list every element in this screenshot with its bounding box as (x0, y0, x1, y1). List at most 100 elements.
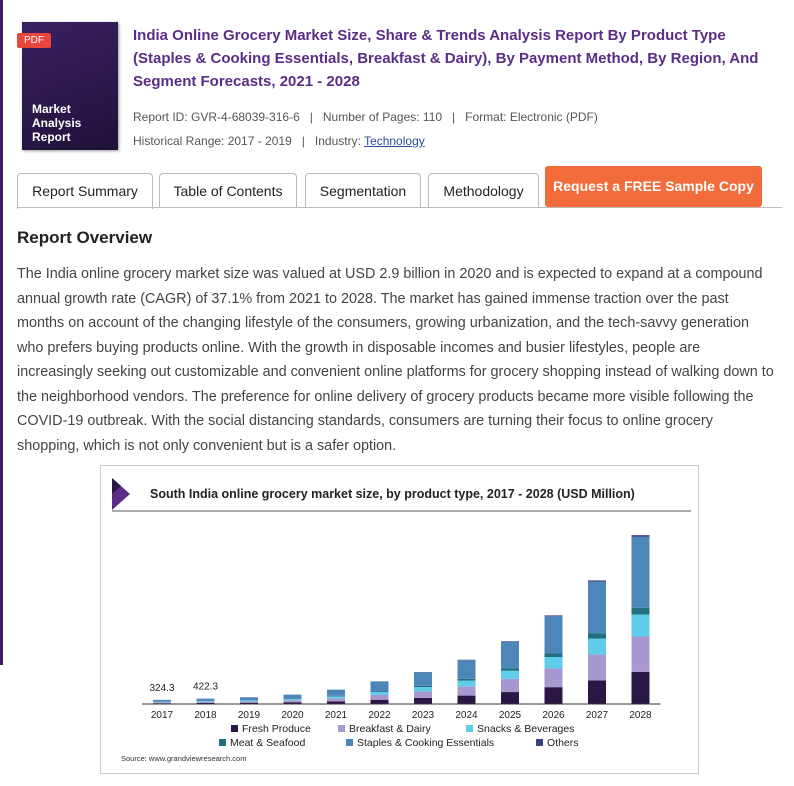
bar-segment (631, 607, 650, 615)
overview-text: The India online grocery market size was… (17, 266, 774, 454)
bar-segment (544, 687, 563, 704)
bar-segment (588, 680, 606, 704)
bar-segment (196, 701, 215, 703)
historical: Historical Range: 2017 - 2019 | Industry… (133, 134, 365, 148)
bar-segment (457, 680, 476, 687)
legend-label: Others (547, 737, 579, 749)
bar-segment (501, 641, 519, 669)
report-meta: Historical Range: 2017 - 2019 | Industry… (133, 134, 425, 148)
total-label: 324.3 (149, 683, 174, 694)
bar-segment (327, 698, 345, 702)
chart: South India online grocery market size, … (112, 478, 691, 763)
bar-segment (283, 702, 302, 704)
legend-swatch (536, 739, 543, 746)
bar-segment (588, 580, 606, 582)
legend-swatch (219, 739, 226, 746)
bar-segment (370, 691, 389, 693)
bar-segment (544, 668, 563, 688)
bar-segment (283, 699, 302, 701)
bar-segment (457, 660, 476, 679)
bar-segment (370, 699, 389, 704)
bar-segment (588, 638, 606, 655)
bar-segment (414, 691, 432, 698)
bar-segment (544, 615, 563, 617)
bar-segment (501, 670, 519, 679)
x-tick-label: 2028 (629, 710, 652, 721)
total-label: 422.3 (193, 682, 218, 693)
legend-swatch (338, 725, 345, 732)
bar-segment (240, 702, 258, 704)
x-tick-label: 2017 (151, 710, 174, 721)
bar-segment (196, 702, 215, 704)
x-tick-label: 2022 (368, 710, 391, 721)
bar-segment (240, 701, 258, 703)
chart-source: Source: www.grandviewresearch.com (121, 754, 246, 763)
bar-segment (327, 696, 345, 699)
x-tick-label: 2021 (325, 710, 348, 721)
legend-swatch (231, 725, 238, 732)
bar-segment (283, 700, 302, 703)
legend-swatch (346, 739, 353, 746)
legend-label: Snacks & Beverages (477, 723, 574, 735)
bar-segment (414, 685, 432, 688)
cover-text: Market Analysis Report (32, 102, 82, 144)
industry-link[interactable]: Technology (364, 134, 425, 148)
report-meta: Report ID: GVR-4-68039-316-6 | Number of… (133, 110, 598, 124)
tab[interactable]: Segmentation (305, 173, 421, 207)
tab-line (17, 207, 782, 208)
x-tick-label: 2023 (412, 710, 435, 721)
bar-segment (196, 701, 215, 702)
pdf-badge: PDF (17, 33, 51, 48)
bar-segment (631, 535, 650, 537)
x-tick-label: 2025 (499, 710, 522, 721)
bar-segment (153, 701, 171, 703)
logo (112, 478, 121, 494)
bar-segment (544, 616, 563, 654)
bar-segment (501, 678, 519, 693)
chart-title: South India online grocery market size, … (150, 487, 635, 501)
bar-segment (457, 695, 476, 704)
bar-segment (327, 689, 345, 696)
bar-segment (370, 694, 389, 700)
bar-segment (414, 687, 432, 692)
bar-segment (240, 697, 258, 701)
bar-segment (588, 633, 606, 639)
bar-segment (457, 686, 476, 696)
left-border (0, 0, 3, 665)
request-sample-button[interactable]: Request a FREE Sample Copy (545, 166, 762, 207)
bar-segment (631, 536, 650, 608)
x-tick-label: 2024 (455, 710, 478, 721)
x-tick-label: 2018 (194, 710, 217, 721)
x-tick-label: 2020 (281, 710, 304, 721)
bar-segment (588, 581, 606, 634)
legend-swatch (466, 725, 473, 732)
bar-segment (327, 701, 345, 704)
bar-segment (370, 692, 389, 695)
x-tick-label: 2019 (238, 710, 261, 721)
bar-segment (153, 702, 171, 704)
legend-label: Fresh Produce (242, 723, 311, 735)
x-tick-label: 2027 (586, 710, 609, 721)
bar-segment (327, 695, 345, 697)
bar-segment (588, 654, 606, 681)
bar-segment (631, 614, 650, 637)
legend-label: Breakfast & Dairy (349, 723, 431, 735)
bar-segment (544, 657, 563, 669)
tab[interactable]: Methodology (428, 173, 539, 207)
bar-segment (501, 668, 519, 671)
bar-segment (501, 641, 519, 642)
bar-segment (631, 636, 650, 672)
bar-segment (240, 700, 258, 702)
bar-segment (196, 698, 215, 701)
bar-segment (414, 697, 432, 704)
report-title: India Online Grocery Market Size, Share … (133, 27, 759, 90)
bar-segment (283, 694, 302, 699)
bar-segment (501, 692, 519, 704)
bar-segment (153, 699, 171, 702)
bar-segment (414, 672, 432, 686)
chart-image: South India online grocery market size, … (100, 465, 699, 774)
bar-segment (631, 671, 650, 704)
tab[interactable]: Table of Contents (159, 173, 297, 207)
tab[interactable]: Report Summary (17, 173, 153, 209)
